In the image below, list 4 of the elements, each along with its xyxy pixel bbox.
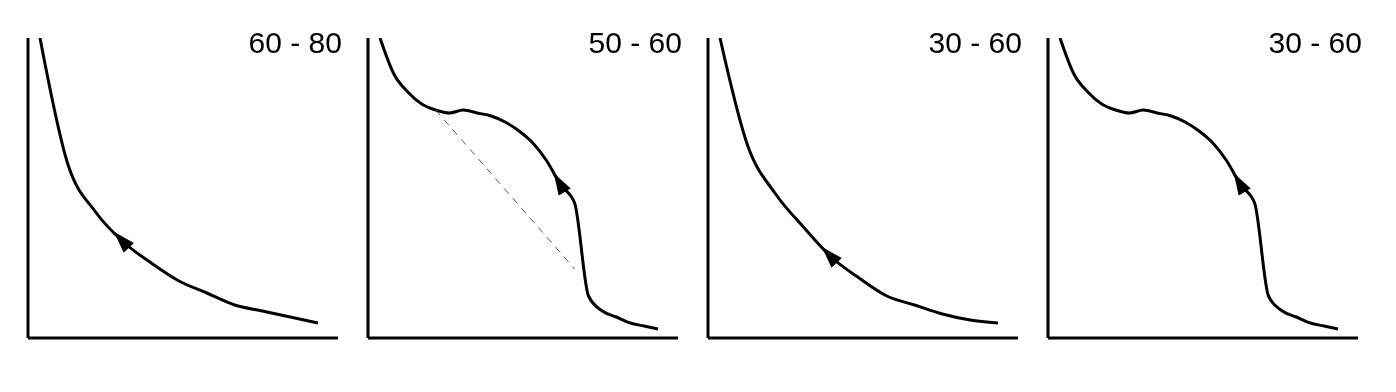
chart-title: 50 - 60 (588, 26, 682, 60)
chart-title: 60 - 80 (248, 26, 342, 60)
chart-title: 30 - 60 (1268, 26, 1362, 60)
chart-title: 30 - 60 (928, 26, 1022, 60)
